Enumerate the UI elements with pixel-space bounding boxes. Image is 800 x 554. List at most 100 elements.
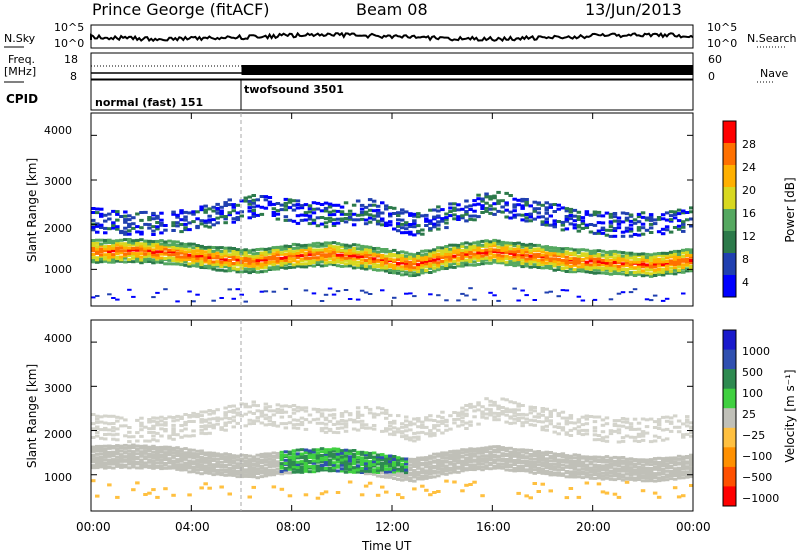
power-cell xyxy=(107,247,112,251)
velocity-cell xyxy=(624,460,630,464)
velocity-cell xyxy=(147,458,152,462)
velocity-cell xyxy=(207,471,212,475)
power-cell xyxy=(123,232,128,236)
power-cell xyxy=(151,211,156,215)
power-cell xyxy=(460,258,465,262)
power-cell xyxy=(468,258,473,262)
velocity-cell xyxy=(371,424,377,427)
velocity-cell xyxy=(251,473,256,477)
power-cell xyxy=(436,268,441,272)
power-cell xyxy=(319,242,325,246)
power-cell xyxy=(155,250,160,254)
power-cell xyxy=(432,208,437,212)
power-cell xyxy=(612,212,618,215)
power-cell xyxy=(283,204,289,208)
power-cell xyxy=(171,245,176,249)
power-cell xyxy=(95,249,100,253)
velocity-cell xyxy=(424,416,429,420)
power-cell xyxy=(492,250,497,253)
velocity-cell xyxy=(179,452,184,456)
velocity-cell xyxy=(123,463,128,467)
power-cell xyxy=(199,219,204,223)
velocity-cell xyxy=(464,448,469,452)
power-cell xyxy=(468,204,473,208)
velocity-cell xyxy=(440,421,445,425)
power-cell xyxy=(436,214,441,218)
power-cell xyxy=(524,243,529,247)
power-cell xyxy=(636,267,642,271)
power-cell xyxy=(564,247,570,250)
power-cell xyxy=(516,253,521,257)
velocity-cell xyxy=(676,419,682,423)
power-cell xyxy=(331,293,337,296)
power-cell xyxy=(127,232,132,236)
velocity-cell xyxy=(207,431,212,435)
power-cell xyxy=(163,244,168,248)
velocity-cell xyxy=(323,416,329,420)
power-cell xyxy=(689,224,694,228)
velocity-cell xyxy=(243,473,248,477)
velocity-cell xyxy=(572,475,578,479)
power-cell xyxy=(608,269,614,273)
velocity-cell xyxy=(355,413,361,417)
velocity-cell xyxy=(560,458,566,462)
velocity-cell xyxy=(396,430,401,434)
power-color-swatch xyxy=(723,231,736,254)
power-cell xyxy=(596,257,602,261)
power-cell xyxy=(620,291,626,294)
power-cell xyxy=(91,225,96,229)
velocity-cell xyxy=(504,407,509,411)
velocity-cell xyxy=(375,462,381,466)
power-cell xyxy=(416,265,421,269)
power-cell xyxy=(355,213,361,217)
power-cell xyxy=(681,225,686,229)
power-cell xyxy=(231,255,236,259)
velocity-cell xyxy=(544,461,549,465)
velocity-cell xyxy=(139,463,144,467)
power-cell xyxy=(668,269,674,273)
power-cell xyxy=(287,198,293,202)
velocity-cell xyxy=(99,428,104,432)
velocity-cell xyxy=(235,407,240,411)
velocity-cell xyxy=(656,427,662,430)
power-cell xyxy=(323,244,329,248)
power-cell xyxy=(331,245,337,249)
power-cell xyxy=(219,209,224,213)
velocity-cell xyxy=(255,419,260,423)
power-cell xyxy=(448,255,453,258)
power-cell xyxy=(416,251,421,255)
power-cell xyxy=(588,265,594,268)
velocity-cell xyxy=(685,466,690,470)
velocity-cell xyxy=(580,464,586,468)
velocity-cell xyxy=(444,456,449,460)
power-cell xyxy=(616,254,622,258)
velocity-cell xyxy=(496,414,501,418)
power-cell xyxy=(183,263,188,267)
power-cell xyxy=(652,260,658,264)
power-cell xyxy=(247,261,252,265)
power-cell xyxy=(500,205,505,209)
velocity-cell xyxy=(624,465,630,469)
power-cell xyxy=(681,251,686,255)
power-cell xyxy=(408,230,413,234)
velocity-cell xyxy=(203,460,208,464)
power-cell xyxy=(363,253,369,257)
power-cell xyxy=(283,258,289,262)
velocity-cell xyxy=(359,450,365,454)
velocity-cell xyxy=(620,439,626,443)
velocity-cell xyxy=(263,458,269,462)
velocity-cell xyxy=(235,466,240,470)
velocity-cell xyxy=(508,415,513,419)
vel-cbar-tick-4: −25 xyxy=(742,429,766,442)
velocity-cell xyxy=(347,480,353,484)
power-cell xyxy=(544,208,549,212)
velocity-cell xyxy=(363,451,369,455)
power-cell xyxy=(235,203,240,207)
power-cell xyxy=(412,295,417,298)
power-cell xyxy=(135,254,140,258)
velocity-cell xyxy=(155,423,160,427)
power-cell xyxy=(343,256,349,260)
velocity-cell xyxy=(183,455,188,459)
velocity-cell xyxy=(440,469,445,473)
power-cell xyxy=(528,215,533,219)
